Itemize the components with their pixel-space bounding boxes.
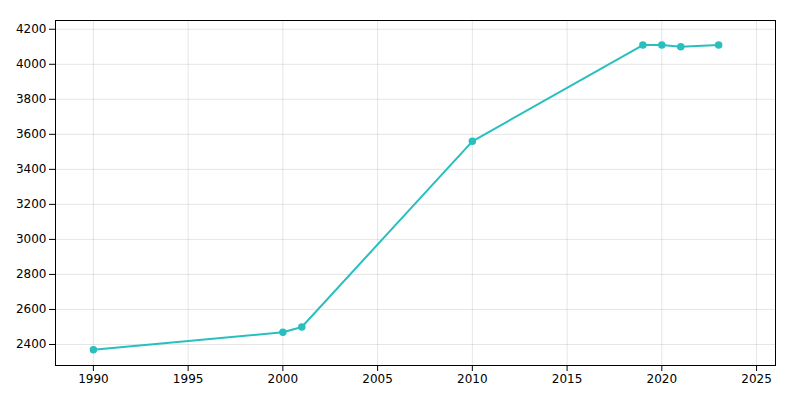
svg-text:3800: 3800 [16,92,47,106]
svg-text:1995: 1995 [173,372,204,386]
svg-text:2010: 2010 [457,372,488,386]
svg-text:2800: 2800 [16,267,47,281]
svg-text:2000: 2000 [268,372,299,386]
svg-text:4200: 4200 [16,22,47,36]
svg-text:1990: 1990 [78,372,109,386]
svg-text:2600: 2600 [16,302,47,316]
svg-text:3000: 3000 [16,232,47,246]
svg-text:3400: 3400 [16,162,47,176]
svg-text:2015: 2015 [552,372,583,386]
svg-text:3600: 3600 [16,127,47,141]
svg-text:2005: 2005 [362,372,393,386]
svg-text:2400: 2400 [16,337,47,351]
svg-text:4000: 4000 [16,57,47,71]
svg-text:3200: 3200 [16,197,47,211]
svg-text:2020: 2020 [647,372,678,386]
svg-text:2025: 2025 [741,372,772,386]
